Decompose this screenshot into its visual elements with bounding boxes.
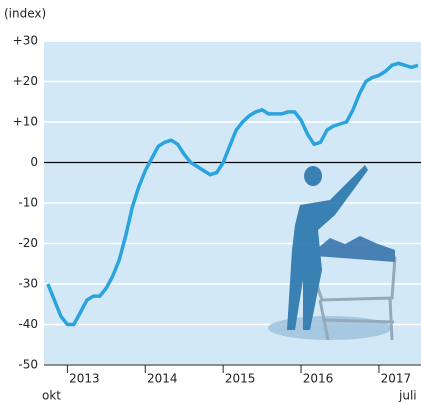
chart: (index) +30 +20 +10 0 -10 -20 -30 -40 -50 2013 201… xyxy=(0,0,421,403)
x-tick-label: 2016 xyxy=(303,372,334,386)
y-tick-label: +10 xyxy=(13,115,38,129)
y-tick-label: -10 xyxy=(18,196,38,210)
y-tick-label: -30 xyxy=(18,277,38,291)
y-tick-label: -50 xyxy=(18,358,38,372)
x-tick-label: 2017 xyxy=(381,372,412,386)
y-tick-label: +20 xyxy=(13,74,38,88)
x-tick-label: 2014 xyxy=(147,372,178,386)
y-tick-label: -20 xyxy=(18,236,38,250)
y-tick-label: +30 xyxy=(13,34,38,48)
y-tick-label: 0 xyxy=(30,155,38,169)
y-tick-label: -40 xyxy=(18,317,38,331)
x-tick-label: 2013 xyxy=(69,372,100,386)
x-end-label: juli xyxy=(398,389,417,403)
y-axis-label: (index) xyxy=(4,7,46,21)
x-tick-label: 2015 xyxy=(225,372,256,386)
x-start-label: okt xyxy=(42,389,61,403)
